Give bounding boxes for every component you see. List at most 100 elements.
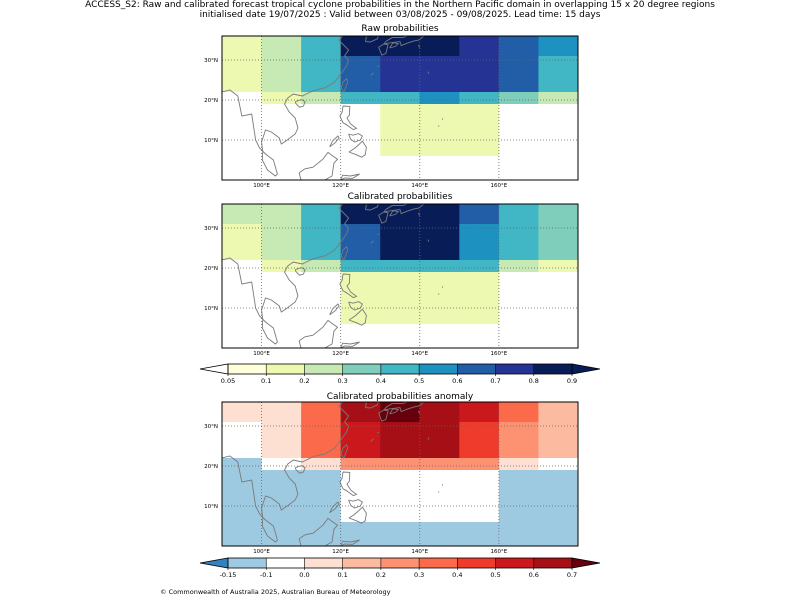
prob-cell [380,522,421,547]
prob-cell [222,470,262,491]
prob-cell [261,76,302,93]
colorbar-frame [227,557,573,569]
prob-cell [498,244,539,261]
lon-tick-label: 120°E [332,183,349,189]
prob-cell [459,324,500,349]
prob-cell [498,124,539,157]
coastline-taiwan [340,246,349,261]
prob-cell [498,36,539,57]
prob-cell [538,272,579,293]
coastline-luzon [339,471,358,497]
prob-cell [301,104,342,125]
colorbar-under-arrow [199,363,229,375]
prob-cell [380,76,421,93]
prob-cell [538,458,579,471]
prob-cell [340,458,381,471]
colorbar-tick-label: 0.6 [452,377,462,385]
prob-cell [301,458,342,471]
prob-cell [459,442,500,459]
prob-cell [419,324,460,349]
prob-cell [538,204,579,225]
prob-cell [498,224,539,245]
colorbar-tick-label: -0.1 [260,571,273,579]
map-raw: 100°E 120°E 140°E 160°E 30°N 20°N 10°N [204,35,579,189]
lon-tick-label: 140°E [411,549,428,555]
prob-cell [538,92,579,105]
prob-cell [380,204,421,225]
coastline-luzon [339,273,358,299]
prob-cell [459,422,500,443]
prob-cell [301,422,342,443]
colorbar-tick-label: 0.4 [452,571,462,579]
prob-cell [340,76,381,93]
prob-cell [222,244,262,261]
prob-cell [498,422,539,443]
prob-cell [222,204,262,225]
lon-tick-label: 120°E [332,351,349,357]
prob-cell [340,36,381,57]
prob-cell [261,324,302,349]
prob-cell [498,490,539,523]
colorbar-tick-label: 0.1 [337,571,347,579]
prob-cell [301,402,342,423]
prob-cell [261,442,302,459]
colorbar-tick-label: 0.05 [221,377,235,385]
prob-cell [222,422,262,443]
prob-cell [301,92,342,105]
prob-cell [459,36,500,57]
prob-cell [538,324,579,349]
prob-cell [538,442,579,459]
lat-tick-label: 30°N [204,424,218,430]
prob-cell [261,244,302,261]
prob-cell [498,104,539,125]
colorbar-tick-label: 0.0 [299,571,309,579]
prob-cell [459,104,500,125]
prob-cell [459,470,500,491]
prob-cell [380,458,421,471]
prob-cell [419,272,460,293]
prob-cell [380,422,421,443]
prob-cell [222,402,262,423]
coastline-izu [418,212,420,216]
panel-title-raw: Raw probabilities [361,24,439,34]
coastline-mindanao [348,140,367,158]
prob-cell [538,224,579,245]
prob-cell [261,402,302,423]
prob-cell [340,402,381,423]
prob-cell [340,244,381,261]
prob-cell [459,156,500,181]
coastline-hainan [295,267,306,276]
lat-tick-label: 30°N [204,58,218,64]
prob-cell [261,204,302,225]
prob-cell [538,522,579,547]
map-frame [221,401,579,547]
lat-tick-label: 20°N [204,464,218,470]
prob-cell [538,56,579,77]
coastline-mainland [222,36,350,177]
prob-cell [340,104,381,125]
prob-cell [261,470,302,491]
prob-cell [380,470,421,491]
prob-cell [498,402,539,423]
coastline-izu [418,44,420,48]
prob-cell [222,56,262,77]
colorbar-segment [266,364,305,374]
coastline-mainland [222,204,350,345]
prob-cell [538,36,579,57]
map-calibrated: 100°E 120°E 140°E 160°E 30°N 20°N 10°N [204,203,579,357]
prob-cell [498,522,539,547]
panel-title-anomaly: Calibrated probabilities anomaly [326,392,474,402]
colorbar-tick-label: 0.5 [414,377,424,385]
prob-cell [419,104,460,125]
coastline-ryukyu2 [377,233,380,236]
colorbar-segment [228,558,267,568]
coastline [222,36,444,180]
coastline-honshu [383,204,425,215]
colorbar-tick-label: 0.5 [490,571,500,579]
prob-cell [419,92,460,105]
coastline-hainan [295,99,306,108]
prob-cell [340,92,381,105]
lon-tick-label: 120°E [332,549,349,555]
lat-tick-label: 10°N [204,306,218,312]
